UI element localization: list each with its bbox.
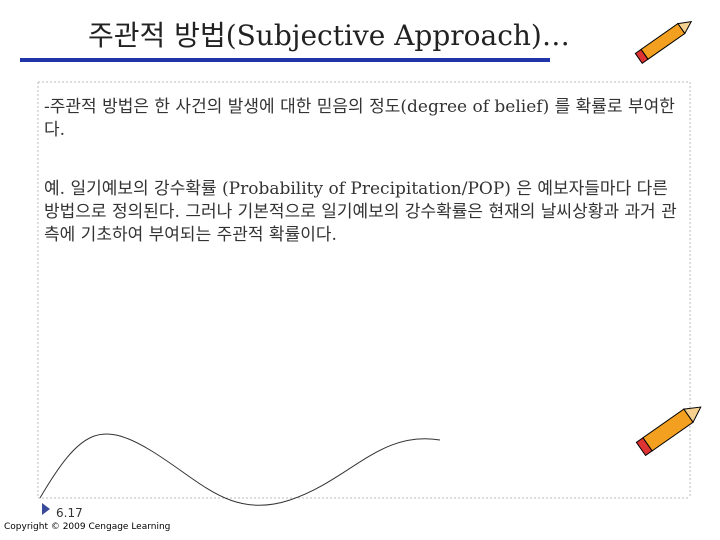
page-number: 6.17 (56, 506, 83, 520)
copyright: Copyright © 2009 Cengage Learning (4, 522, 171, 532)
pencil-icon (634, 21, 693, 64)
curve (39, 433, 441, 506)
paragraph: 예. 일기예보의 강수확률 (Probability of Precipitat… (44, 179, 677, 245)
paragraph: -주관적 방법은 한 사건의 발생에 대한 믿음의 정도(degree of b… (44, 97, 675, 140)
pencil-icon (635, 406, 702, 457)
title: 주관적 방법(Subjective Approach)… (88, 19, 570, 52)
bullet (42, 503, 50, 515)
grid-lines (37, 81, 691, 499)
